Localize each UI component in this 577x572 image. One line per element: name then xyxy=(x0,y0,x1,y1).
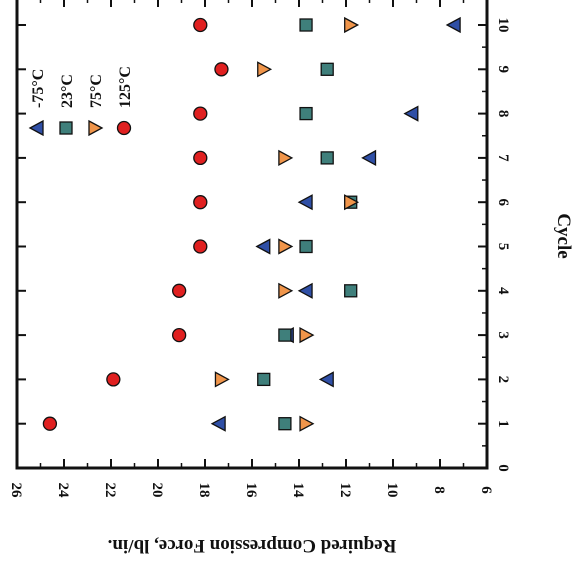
x-axis-label: Cycle xyxy=(553,213,574,258)
series-23-point xyxy=(320,151,334,165)
series-125-point xyxy=(193,17,208,33)
series-23-point xyxy=(299,18,313,32)
legend-marker xyxy=(116,120,132,136)
series-23-point xyxy=(299,106,313,121)
cycle-tick-label: 10 xyxy=(495,18,511,33)
series-75-point xyxy=(344,16,360,34)
series-neg75-point xyxy=(318,371,334,388)
series-23-point xyxy=(344,284,358,298)
series-75-point xyxy=(278,149,294,166)
series-neg75-point xyxy=(297,194,313,211)
series-23-point xyxy=(278,417,292,431)
legend: -75°C 23°C 75°C 125°C xyxy=(28,66,134,137)
force-tick-label: 6 xyxy=(478,486,494,494)
series-125-point xyxy=(193,106,208,121)
series-125-point xyxy=(193,150,208,166)
series-75-point xyxy=(278,282,294,299)
series-neg75-point xyxy=(210,415,226,432)
series-125-point xyxy=(193,239,208,254)
force-tick-label: 10 xyxy=(384,483,400,498)
cycle-tick-label: 0 xyxy=(495,464,511,472)
cycle-tick-label: 9 xyxy=(495,66,511,74)
series-75-point xyxy=(299,415,315,432)
cycle-tick-label: 7 xyxy=(495,154,511,162)
series-75-point xyxy=(278,238,294,255)
series-23-point xyxy=(320,62,334,76)
force-tick-label: 20 xyxy=(149,483,165,498)
series-neg75-point xyxy=(403,105,419,122)
legend-label: 23°C xyxy=(59,74,76,108)
marks xyxy=(42,16,461,432)
series-125-point xyxy=(42,416,58,431)
cycle-tick-label: 3 xyxy=(495,331,511,339)
series-75-point xyxy=(214,371,230,388)
cycle-tick-label: 2 xyxy=(495,376,511,384)
series-23-point xyxy=(299,239,313,254)
series-75-point xyxy=(344,194,360,211)
series-23-point xyxy=(278,328,292,342)
series-neg75-point xyxy=(255,238,271,255)
force-tick-label: 26 xyxy=(8,483,24,499)
legend-label: 125°C xyxy=(117,66,134,108)
force-tick-label: 24 xyxy=(55,483,71,499)
cycle-tick-label: 5 xyxy=(495,243,511,251)
series-125-point xyxy=(214,62,229,77)
y-axis-label: Required Compression Force, lb/in. xyxy=(108,535,397,556)
force-tick-label: 8 xyxy=(431,486,447,494)
force-tick-label: 16 xyxy=(243,483,259,499)
legend-label: 75°C xyxy=(88,74,105,108)
legend-marker xyxy=(88,119,104,137)
cycle-tick-label: 8 xyxy=(495,110,511,118)
force-tick-label: 18 xyxy=(196,483,212,498)
cycle-tick-label: 4 xyxy=(495,287,511,295)
legend-marker xyxy=(28,119,44,137)
force-tick-label: 22 xyxy=(102,483,118,498)
series-75-point xyxy=(257,61,273,78)
legend-label: -75°C xyxy=(30,69,47,108)
series-neg75-point xyxy=(445,16,461,34)
cycle-tick-label: 1 xyxy=(495,420,511,428)
series-neg75-point xyxy=(361,149,377,166)
legend-marker xyxy=(59,121,73,135)
cycle-tick-label: 6 xyxy=(495,198,511,206)
series-125-point xyxy=(193,195,208,210)
series-23-point xyxy=(257,372,271,387)
series-125-point xyxy=(171,327,187,343)
series-125-point xyxy=(171,283,187,298)
force-tick-label: 14 xyxy=(290,483,306,499)
plot-frame xyxy=(15,0,489,470)
series-125-point xyxy=(106,372,121,387)
force-tick-label: 12 xyxy=(337,483,353,498)
series-neg75-point xyxy=(297,282,313,299)
series-75-point xyxy=(299,327,315,344)
